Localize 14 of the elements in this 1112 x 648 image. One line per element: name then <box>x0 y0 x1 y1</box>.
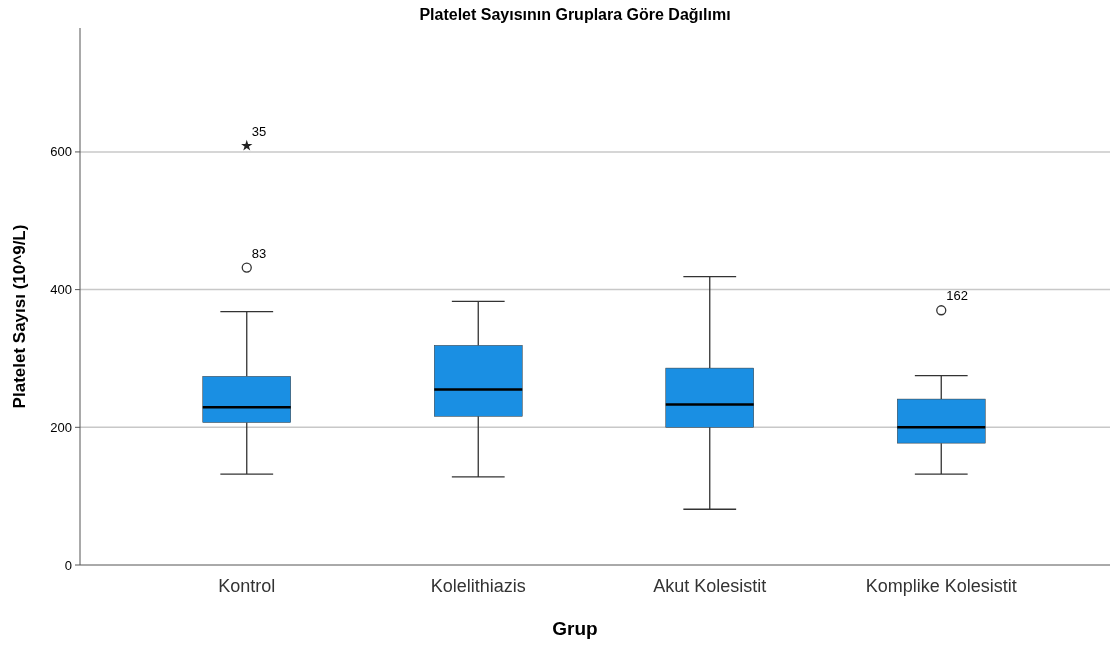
chart-title: Platelet Sayısının Gruplara Göre Dağılımı <box>419 6 731 23</box>
y-tick-label: 400 <box>50 282 72 298</box>
x-tick-label: Komplike Kolesistit <box>865 576 1017 596</box>
annotation: 162 <box>946 288 968 304</box>
x-tick-label: Kontrol <box>218 576 276 596</box>
y-tick-label: 0 <box>64 557 72 573</box>
x-tick-label: Akut Kolesistit <box>653 576 767 596</box>
y-tick-label: 200 <box>50 419 72 435</box>
y-axis-title: Platelet Sayısı (10^9/L) <box>10 224 29 409</box>
x-axis-title: Grup <box>552 618 598 639</box>
y-tick-label: 600 <box>50 144 72 160</box>
annotation: 35 <box>251 123 267 139</box>
x-tick-label: Kolelithiazis <box>430 576 526 596</box>
annotation: 83 <box>251 245 267 261</box>
